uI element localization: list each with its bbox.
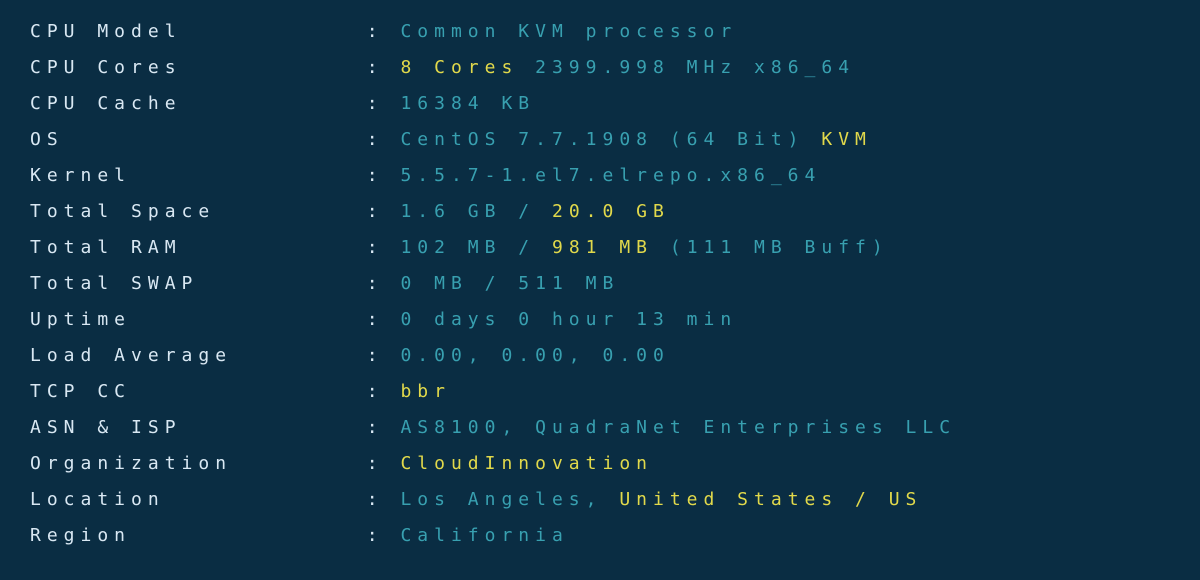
info-value-segment: CentOS 7.7.1908 (64 Bit) xyxy=(400,129,821,150)
system-info-terminal: CPU Model : Common KVM processorCPU Core… xyxy=(0,0,1200,554)
info-label: Kernel xyxy=(30,165,367,186)
info-row: Uptime : 0 days 0 hour 13 min xyxy=(30,302,1200,338)
info-value-segment: California xyxy=(400,525,568,546)
info-value-segment: 5.5.7-1.el7.elrepo.x86_64 xyxy=(400,165,821,186)
info-value-segment: 0 days 0 hour 13 min xyxy=(400,309,737,330)
colon-separator: : xyxy=(367,165,401,186)
info-row: ASN & ISP : AS8100, QuadraNet Enterprise… xyxy=(30,410,1200,446)
info-value-segment: 0.00, 0.00, 0.00 xyxy=(400,345,669,366)
colon-separator: : xyxy=(367,201,401,222)
colon-separator: : xyxy=(367,345,401,366)
info-row: CPU Cache : 16384 KB xyxy=(30,86,1200,122)
colon-separator: : xyxy=(367,21,401,42)
info-row: TCP CC : bbr xyxy=(30,374,1200,410)
info-label: Total Space xyxy=(30,201,367,222)
info-value-segment: KVM xyxy=(821,129,872,150)
info-label: Region xyxy=(30,525,367,546)
info-label: Load Average xyxy=(30,345,367,366)
info-label: CPU Model xyxy=(30,21,367,42)
info-value-segment: CloudInnovation xyxy=(400,453,653,474)
info-value-segment: (111 MB Buff) xyxy=(653,237,889,258)
info-label: OS xyxy=(30,129,367,150)
info-label: Organization xyxy=(30,453,367,474)
colon-separator: : xyxy=(367,525,401,546)
info-label: TCP CC xyxy=(30,381,367,402)
info-value-segment: 1.6 GB / xyxy=(400,201,552,222)
colon-separator: : xyxy=(367,57,401,78)
colon-separator: : xyxy=(367,129,401,150)
info-label: CPU Cache xyxy=(30,93,367,114)
info-value-segment: Los Angeles, xyxy=(400,489,619,510)
info-row: CPU Model : Common KVM processor xyxy=(30,14,1200,50)
colon-separator: : xyxy=(367,93,401,114)
info-value-segment: 2399.998 MHz x86_64 xyxy=(518,57,855,78)
info-row: Total SWAP : 0 MB / 511 MB xyxy=(30,266,1200,302)
info-label: Total SWAP xyxy=(30,273,367,294)
colon-separator: : xyxy=(367,453,401,474)
colon-separator: : xyxy=(367,237,401,258)
info-row: Location : Los Angeles, United States / … xyxy=(30,482,1200,518)
info-value-segment: 8 Cores xyxy=(400,57,518,78)
info-label: CPU Cores xyxy=(30,57,367,78)
info-row: Total Space : 1.6 GB / 20.0 GB xyxy=(30,194,1200,230)
info-value-segment: 20.0 GB xyxy=(552,201,670,222)
info-row: OS : CentOS 7.7.1908 (64 Bit) KVM xyxy=(30,122,1200,158)
info-row: CPU Cores : 8 Cores 2399.998 MHz x86_64 xyxy=(30,50,1200,86)
colon-separator: : xyxy=(367,273,401,294)
info-value-segment: bbr xyxy=(400,381,451,402)
info-value-segment: 0 MB / 511 MB xyxy=(400,273,619,294)
colon-separator: : xyxy=(367,381,401,402)
info-row: Load Average : 0.00, 0.00, 0.00 xyxy=(30,338,1200,374)
info-label: Total RAM xyxy=(30,237,367,258)
info-label: Uptime xyxy=(30,309,367,330)
info-value-segment: 16384 KB xyxy=(400,93,535,114)
info-row: Total RAM : 102 MB / 981 MB (111 MB Buff… xyxy=(30,230,1200,266)
info-value-segment: Common KVM processor xyxy=(400,21,737,42)
info-row: Organization : CloudInnovation xyxy=(30,446,1200,482)
info-value-segment: 102 MB / xyxy=(400,237,552,258)
info-value-segment: United States / US xyxy=(619,489,922,510)
colon-separator: : xyxy=(367,309,401,330)
info-label: Location xyxy=(30,489,367,510)
info-row: Region : California xyxy=(30,518,1200,554)
info-row: Kernel : 5.5.7-1.el7.elrepo.x86_64 xyxy=(30,158,1200,194)
colon-separator: : xyxy=(367,417,401,438)
info-value-segment: AS8100, QuadraNet Enterprises LLC xyxy=(400,417,956,438)
info-label: ASN & ISP xyxy=(30,417,367,438)
colon-separator: : xyxy=(367,489,401,510)
info-value-segment: 981 MB xyxy=(552,237,653,258)
